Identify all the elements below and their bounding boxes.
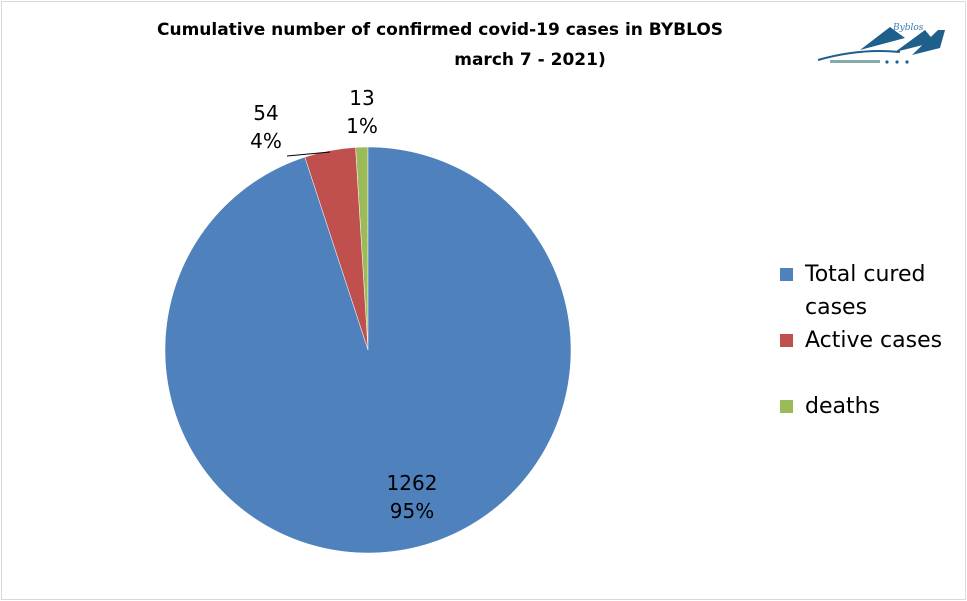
data-label-cured: 1262 95% xyxy=(372,469,452,525)
chart-title: Cumulative number of confirmed covid-19 … xyxy=(156,20,724,40)
legend-swatch xyxy=(780,334,793,347)
label-percent: 4% xyxy=(250,129,282,153)
svg-text:Byblos: Byblos xyxy=(892,23,924,33)
legend-label: Total cured cases xyxy=(805,262,926,320)
legend-label: Active cases xyxy=(805,328,943,353)
legend-label: deaths xyxy=(805,394,881,419)
legend-swatch xyxy=(780,268,793,281)
label-percent: 95% xyxy=(389,499,435,523)
pie-slice-total-cured-cases xyxy=(164,146,572,554)
legend: Total cured cases Active cases deaths xyxy=(780,258,955,423)
data-label-active: 54 4% xyxy=(236,99,296,155)
label-value: 1262 xyxy=(386,471,438,495)
legend-swatch xyxy=(780,400,793,413)
label-value: 13 xyxy=(349,86,375,110)
label-percent: 1% xyxy=(346,114,378,138)
legend-item-cured: Total cured cases xyxy=(780,258,955,324)
chart-subtitle: march 7 - 2021) xyxy=(454,50,606,70)
logo-mark: Byblos xyxy=(817,23,945,64)
legend-item-deaths: deaths xyxy=(780,390,955,423)
leader-line xyxy=(286,151,331,157)
data-label-deaths: 13 1% xyxy=(332,84,392,140)
label-value: 54 xyxy=(253,101,279,125)
legend-item-active: Active cases xyxy=(780,324,955,357)
